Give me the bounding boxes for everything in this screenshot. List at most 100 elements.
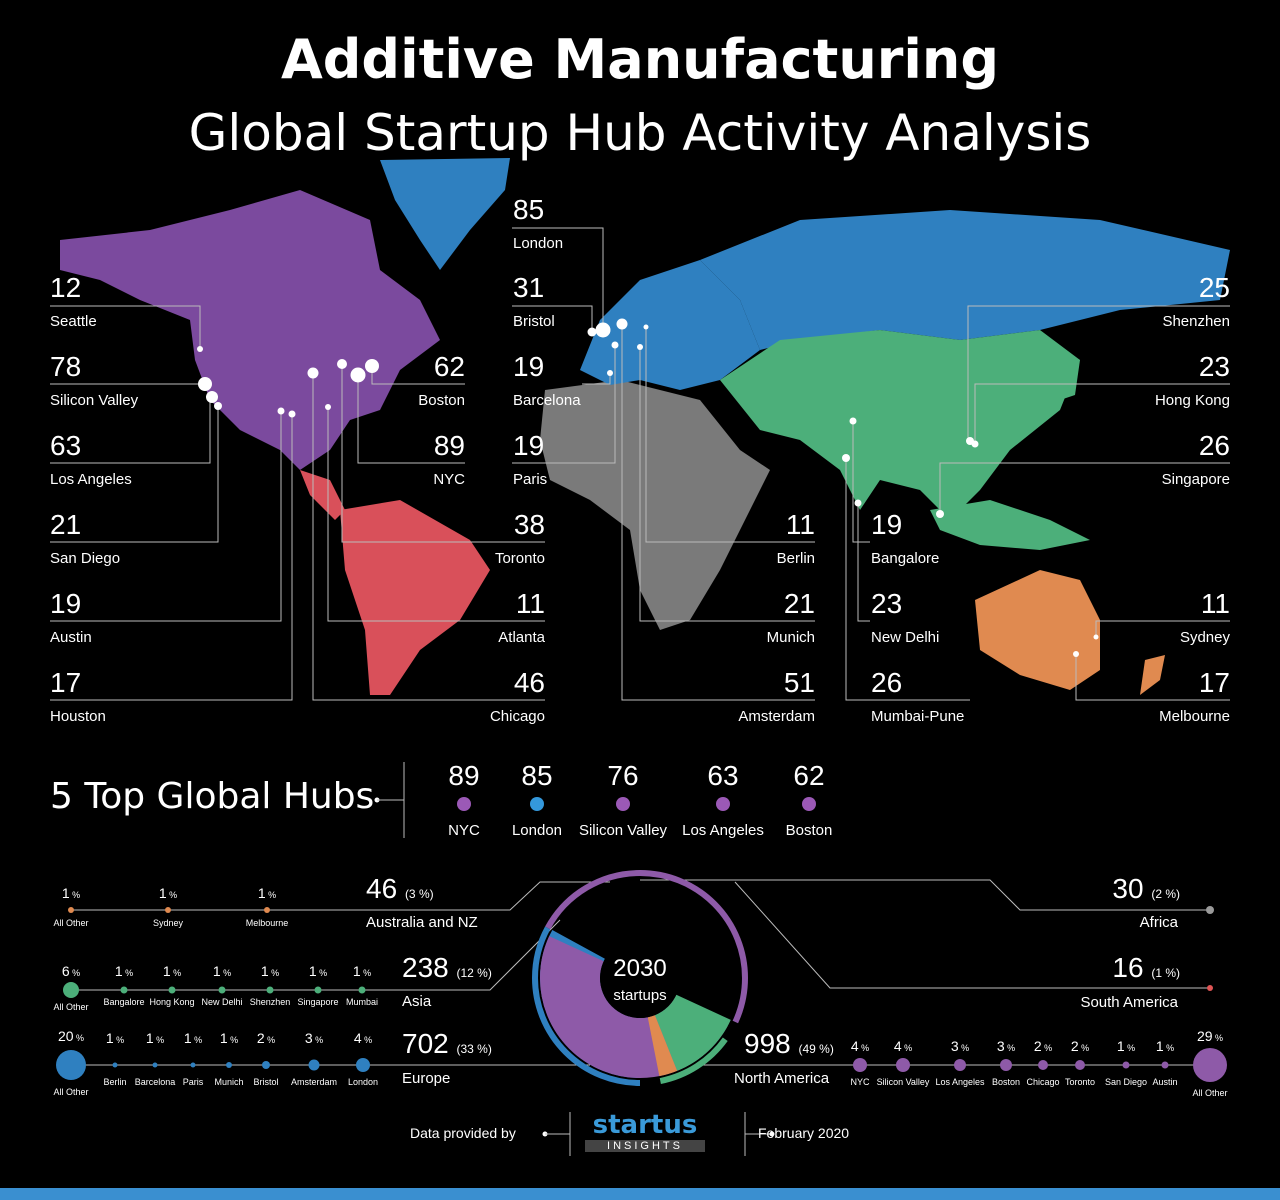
africa-shape [540, 380, 770, 630]
city-name-north_america-7: Austin [1152, 1077, 1178, 1087]
city-pct-north_america-6: 1 % [1116, 1038, 1136, 1054]
city-name-north_america-1: Silicon Valley [876, 1077, 930, 1087]
region-europe-name: Europe [402, 1070, 451, 1087]
city-pct-europe-2: 1 % [145, 1030, 165, 1046]
city-name-europe-1: Berlin [103, 1077, 127, 1087]
hub-city-melbourne: Melbourne [1159, 708, 1230, 725]
hub-count-boston: 62 [433, 351, 465, 382]
top-hub-city-3: Silicon Valley [578, 822, 668, 839]
hub-count-berlin: 11 [785, 509, 815, 540]
top-hub-city-2: London [511, 822, 563, 839]
hub-city-new-delhi: New Delhi [871, 629, 940, 646]
hub-count-los-angeles: 63 [50, 430, 82, 461]
city-name-north_america-5: Toronto [1064, 1077, 1096, 1087]
australia-shape [975, 570, 1100, 690]
top-hub-count-5: 62 [793, 760, 825, 791]
hub-city-toronto: Toronto [494, 550, 545, 567]
page-subtitle: Global Startup Hub Activity Analysis [188, 104, 1092, 162]
hub-city-san-diego: San Diego [50, 550, 121, 567]
region-australia-name: Australia and NZ [366, 914, 478, 931]
hub-city-shenzhen: Shenzhen [1162, 313, 1230, 330]
footer-connectors [542, 1112, 775, 1156]
region-africa: 30 (2 %) [1112, 873, 1180, 904]
city-pct-australia-0: 1 % [61, 885, 81, 901]
city-name-asia-6: Mumbai [345, 997, 378, 1007]
startus-logo: startus INSIGHTS [585, 1112, 705, 1152]
hub-city-nyc: NYC [433, 471, 465, 488]
hub-count-munich: 21 [783, 588, 815, 619]
city-pct-asia-5: 1 % [308, 963, 328, 979]
city-name-north_america-8: All Other [1192, 1088, 1228, 1098]
data-provided-label: Data provided by [410, 1125, 516, 1141]
south-america-shape [340, 500, 490, 695]
hub-city-munich: Munich [766, 629, 815, 646]
central-america-shape [300, 470, 345, 520]
city-name-north_america-4: Chicago [1026, 1077, 1060, 1087]
city-name-asia-4: Shenzhen [249, 997, 291, 1007]
hub-city-austin: Austin [50, 629, 92, 646]
top-hub-count-4: 63 [707, 760, 739, 791]
hub-city-barcelona: Barcelona [513, 392, 581, 409]
city-pct-north_america-2: 3 % [950, 1038, 970, 1054]
hub-city-boston: Boston [418, 392, 465, 409]
hub-count-houston: 17 [50, 667, 82, 698]
top-hub-city-1: NYC [448, 822, 480, 839]
city-pct-asia-2: 1 % [162, 963, 182, 979]
city-pct-europe-3: 1 % [183, 1030, 203, 1046]
city-pct-asia-3: 1 % [212, 963, 232, 979]
hub-count-seattle: 12 [50, 272, 82, 303]
top-hub-count-3: 76 [607, 760, 639, 791]
hub-count-hong-kong: 23 [1198, 351, 1230, 382]
startups-donut-chart [532, 870, 748, 1086]
hub-city-bangalore: Bangalore [871, 550, 940, 567]
city-name-europe-2: Barcelona [134, 1077, 176, 1087]
city-pct-north_america-3: 3 % [996, 1038, 1016, 1054]
city-pct-europe-6: 3 % [304, 1030, 324, 1046]
hub-count-silicon-valley: 78 [50, 351, 82, 382]
hub-city-sydney: Sydney [1179, 629, 1230, 646]
city-name-asia-0: All Other [53, 1002, 89, 1012]
city-name-europe-6: Amsterdam [290, 1077, 337, 1087]
hub-city-london: London [513, 235, 564, 252]
hub-city-bristol: Bristol [513, 313, 555, 330]
north-america-shape [60, 190, 440, 470]
southeast-asia-shape [930, 500, 1090, 550]
city-name-north_america-0: NYC [850, 1077, 870, 1087]
hub-count-melbourne: 17 [1198, 667, 1230, 698]
hub-city-chicago: Chicago [489, 708, 545, 725]
bottom-accent-bar [0, 1188, 1280, 1200]
city-pct-europe-0: 20 % [57, 1028, 85, 1044]
top-hub-city-5: Boston [785, 822, 833, 839]
greenland-shape [380, 158, 510, 270]
europe-shape [580, 260, 760, 390]
hub-city-mumbai-pune: Mumbai-Pune [871, 708, 965, 725]
city-name-europe-3: Paris [182, 1077, 204, 1087]
city-pct-asia-0: 6 % [61, 963, 81, 979]
city-name-australia-0: All Other [53, 918, 89, 928]
hub-count-barcelona: 19 [513, 351, 545, 382]
top-hubs-heading: 5 Top Global Hubs [50, 776, 375, 817]
hub-city-hong-kong: Hong Kong [1154, 392, 1230, 409]
city-pct-north_america-0: 4 % [850, 1038, 870, 1054]
russia-shape [700, 210, 1230, 350]
hub-count-san-diego: 21 [50, 509, 82, 540]
hub-count-toronto: 38 [513, 509, 545, 540]
hub-count-amsterdam: 51 [783, 667, 815, 698]
city-pct-europe-7: 4 % [353, 1030, 373, 1046]
hub-count-nyc: 89 [433, 430, 465, 461]
top-hub-dot-2 [530, 797, 544, 811]
hub-count-london: 85 [513, 194, 545, 225]
region-africa-name: Africa [1139, 914, 1178, 931]
city-pct-australia-1: 1 % [158, 885, 178, 901]
top-hub-dots [457, 797, 816, 811]
city-pct-europe-5: 2 % [256, 1030, 276, 1046]
japan-shape [1060, 350, 1080, 400]
city-name-asia-2: Hong Kong [149, 997, 195, 1007]
top-hub-dot-3 [616, 797, 630, 811]
city-name-europe-0: All Other [53, 1087, 89, 1097]
region-north-america: 998 (49 %) [744, 1028, 834, 1059]
hub-count-austin: 19 [50, 588, 82, 619]
hub-count-sydney: 11 [1200, 588, 1230, 619]
top-hubs-bracket [374, 762, 405, 838]
hub-count-atlanta: 11 [515, 588, 545, 619]
